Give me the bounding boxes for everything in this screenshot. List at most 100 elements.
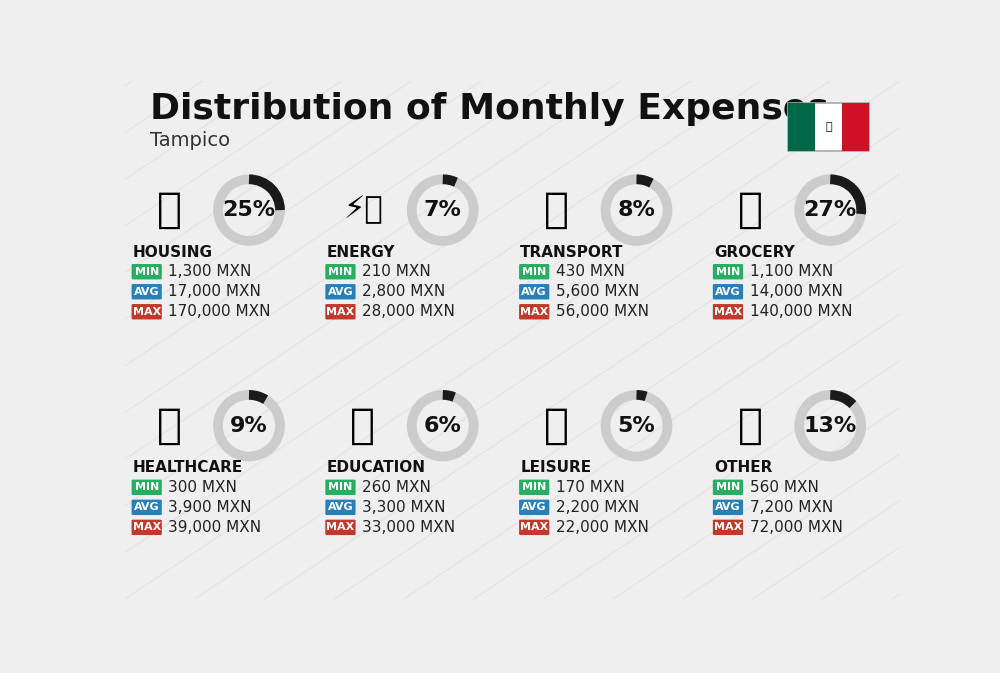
Text: GROCERY: GROCERY [714,245,795,260]
Text: 13%: 13% [804,416,857,435]
FancyBboxPatch shape [325,499,356,515]
Text: MIN: MIN [716,483,740,493]
Text: ENERGY: ENERGY [326,245,395,260]
FancyBboxPatch shape [325,520,356,535]
FancyBboxPatch shape [788,103,869,151]
Text: MAX: MAX [133,307,161,317]
Text: MAX: MAX [520,307,548,317]
FancyBboxPatch shape [713,284,743,299]
Text: 56,000 MXN: 56,000 MXN [556,304,649,319]
Text: MIN: MIN [328,483,353,493]
Text: 2,200 MXN: 2,200 MXN [556,500,639,515]
Text: 3,300 MXN: 3,300 MXN [362,500,446,515]
Text: 1,100 MXN: 1,100 MXN [750,264,833,279]
FancyBboxPatch shape [325,304,356,320]
Text: 8%: 8% [618,200,655,220]
Text: 🏥: 🏥 [157,404,182,447]
FancyBboxPatch shape [132,304,162,320]
Text: 3,900 MXN: 3,900 MXN [168,500,252,515]
FancyBboxPatch shape [519,499,549,515]
FancyBboxPatch shape [132,520,162,535]
Text: MAX: MAX [520,522,548,532]
Text: Distribution of Monthly Expenses: Distribution of Monthly Expenses [150,92,829,127]
Text: MAX: MAX [714,307,742,317]
Text: 300 MXN: 300 MXN [168,480,237,495]
Text: 22,000 MXN: 22,000 MXN [556,520,649,535]
Text: LEISURE: LEISURE [520,460,591,475]
Text: AVG: AVG [328,287,353,297]
Text: AVG: AVG [328,502,353,512]
Text: MIN: MIN [328,267,353,277]
Text: 25%: 25% [222,200,276,220]
Text: 9%: 9% [230,416,268,435]
Text: 🎓: 🎓 [350,404,375,447]
Text: 170,000 MXN: 170,000 MXN [168,304,271,319]
Text: TRANSPORT: TRANSPORT [520,245,624,260]
Text: 170 MXN: 170 MXN [556,480,625,495]
Text: MAX: MAX [714,522,742,532]
Text: 28,000 MXN: 28,000 MXN [362,304,455,319]
Text: MAX: MAX [326,307,355,317]
FancyBboxPatch shape [132,264,162,279]
Text: ⚡🏠: ⚡🏠 [343,196,383,225]
FancyBboxPatch shape [713,304,743,320]
Text: AVG: AVG [134,287,160,297]
FancyBboxPatch shape [519,284,549,299]
Text: 🦅: 🦅 [825,122,832,132]
Text: MIN: MIN [522,267,546,277]
FancyBboxPatch shape [713,520,743,535]
FancyBboxPatch shape [519,304,549,320]
FancyBboxPatch shape [132,499,162,515]
FancyBboxPatch shape [713,480,743,495]
FancyBboxPatch shape [788,103,815,151]
Text: AVG: AVG [521,502,547,512]
Text: 430 MXN: 430 MXN [556,264,625,279]
Text: AVG: AVG [521,287,547,297]
Text: 1,300 MXN: 1,300 MXN [168,264,252,279]
Text: 17,000 MXN: 17,000 MXN [168,284,261,299]
Text: 560 MXN: 560 MXN [750,480,819,495]
Text: 🛍️: 🛍️ [544,404,569,447]
Text: MIN: MIN [135,483,159,493]
Text: 🛒: 🛒 [738,189,763,231]
Text: 39,000 MXN: 39,000 MXN [168,520,262,535]
Text: 140,000 MXN: 140,000 MXN [750,304,852,319]
Text: Tampico: Tampico [150,131,230,150]
Text: AVG: AVG [134,502,160,512]
Text: MAX: MAX [133,522,161,532]
Text: 5%: 5% [618,416,655,435]
Text: MIN: MIN [135,267,159,277]
Text: OTHER: OTHER [714,460,772,475]
Text: MIN: MIN [716,267,740,277]
Text: 27%: 27% [804,200,857,220]
Text: MAX: MAX [326,522,355,532]
Text: 260 MXN: 260 MXN [362,480,431,495]
Text: AVG: AVG [715,502,741,512]
Text: HOUSING: HOUSING [133,245,213,260]
Text: 33,000 MXN: 33,000 MXN [362,520,455,535]
Text: 210 MXN: 210 MXN [362,264,431,279]
FancyBboxPatch shape [842,103,869,151]
FancyBboxPatch shape [325,480,356,495]
FancyBboxPatch shape [132,284,162,299]
FancyBboxPatch shape [713,264,743,279]
Text: MIN: MIN [522,483,546,493]
Text: EDUCATION: EDUCATION [326,460,426,475]
FancyBboxPatch shape [325,284,356,299]
FancyBboxPatch shape [325,264,356,279]
FancyBboxPatch shape [519,520,549,535]
Text: 6%: 6% [424,416,462,435]
Text: 72,000 MXN: 72,000 MXN [750,520,843,535]
FancyBboxPatch shape [519,264,549,279]
Text: 5,600 MXN: 5,600 MXN [556,284,639,299]
Text: HEALTHCARE: HEALTHCARE [133,460,243,475]
Text: 🚌: 🚌 [544,189,569,231]
Text: AVG: AVG [715,287,741,297]
Text: 🏢: 🏢 [157,189,182,231]
FancyBboxPatch shape [132,480,162,495]
Text: 💰: 💰 [738,404,763,447]
Text: 2,800 MXN: 2,800 MXN [362,284,445,299]
Text: 14,000 MXN: 14,000 MXN [750,284,843,299]
FancyBboxPatch shape [519,480,549,495]
Text: 7,200 MXN: 7,200 MXN [750,500,833,515]
